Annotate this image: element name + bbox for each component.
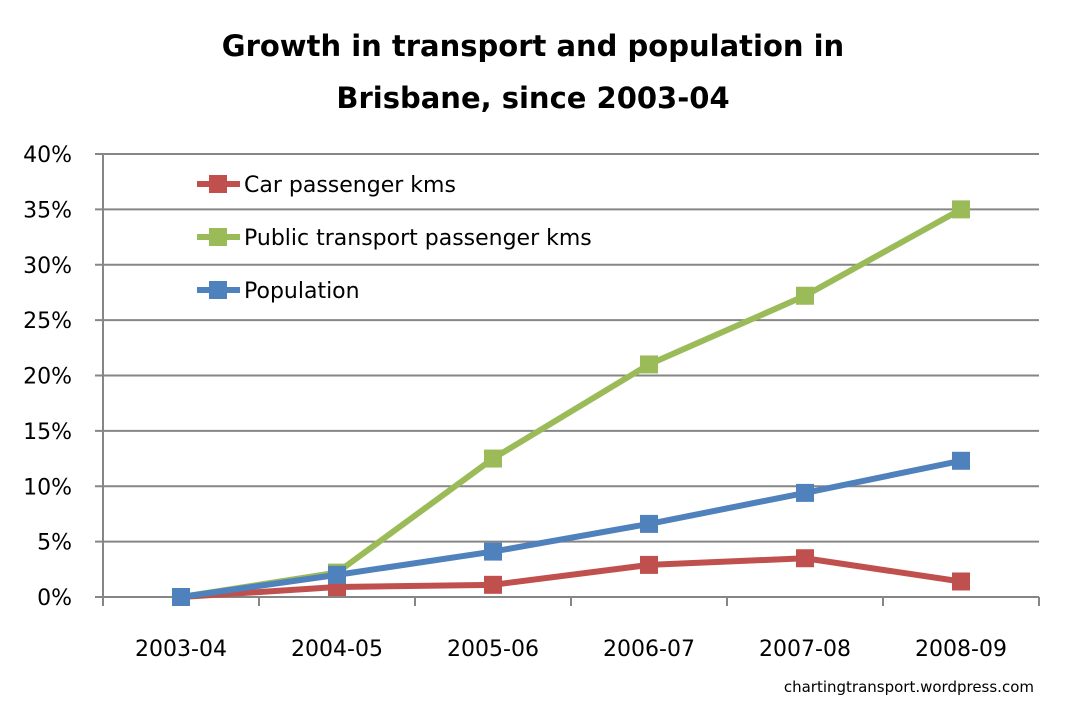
y-tick-label: 40% [23,143,72,168]
data-point [484,449,502,468]
data-point [796,549,814,568]
legend: Car passenger kms Public transport passen… [197,173,592,304]
y-tick-label: 15% [23,420,72,445]
legend-label: Car passenger kms [244,173,456,198]
x-tick-label: 2008-09 [915,637,1007,662]
y-tick-label: 10% [23,475,72,500]
legend-square-marker [209,175,227,193]
x-tick-label: 2004-05 [291,637,383,662]
source-credit: chartingtransport.wordpress.com [784,678,1034,696]
series-layer [172,200,970,606]
data-point [172,588,190,606]
x-tick-label: 2005-06 [447,637,539,662]
data-point [640,514,658,533]
series-line [180,555,962,600]
chart-title-line-1: Growth in transport and population in [222,29,844,63]
y-tick-label: 30% [23,254,72,279]
x-tick-label: 2007-08 [759,637,851,662]
data-point [484,542,502,561]
gridlines [95,153,1039,605]
data-point [952,451,970,470]
data-point [328,565,346,584]
y-tick-label: 0% [37,586,72,611]
legend-item: Public transport passenger kms [197,226,592,251]
y-tick-label: 25% [23,309,72,334]
legend-square-marker [209,281,227,299]
data-point [952,572,970,591]
x-tick-label: 2003-04 [135,637,227,662]
chart-title-line-2: Brisbane, since 2003-04 [336,81,729,115]
data-point [484,575,502,594]
data-point [952,200,970,219]
x-tick-label: 2006-07 [603,637,695,662]
series-public-transport-passenger-kms [172,200,970,606]
series-line [180,457,962,600]
legend-item: Car passenger kms [197,173,456,198]
legend-square-marker [209,228,227,246]
x-axis: 2003-04 2004-05 2005-06 2006-07 2007-08 2008-… [102,597,1040,662]
data-point [640,355,658,374]
y-axis-ticks: 0% 5% 10% 15% 20% 25% 30% 35% 40% [23,143,72,611]
legend-label: Population [244,279,360,304]
y-tick-label: 35% [23,198,72,223]
legend-label: Public transport passenger kms [244,226,592,251]
y-tick-label: 5% [37,531,72,556]
data-point [796,483,814,502]
y-tick-label: 20% [23,365,72,390]
series-population [172,451,970,606]
data-point [640,555,658,574]
data-point [796,286,814,305]
legend-item: Population [197,279,360,304]
